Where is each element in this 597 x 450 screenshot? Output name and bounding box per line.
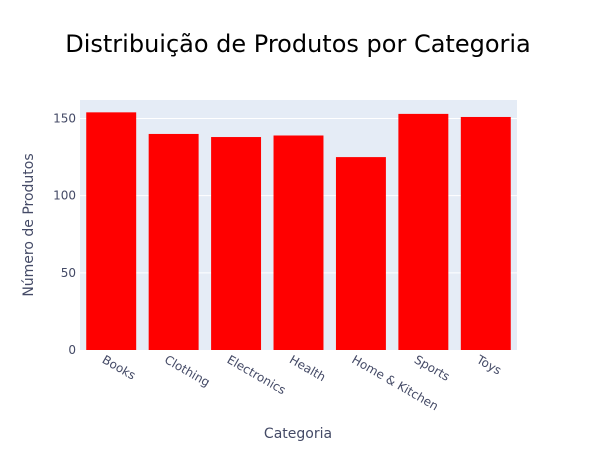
bars bbox=[86, 112, 511, 351]
bar-electronics[interactable] bbox=[211, 137, 262, 350]
bar-home-kitchen[interactable] bbox=[335, 157, 386, 350]
x-tick-label: Toys bbox=[473, 352, 503, 378]
x-tick-label: Books bbox=[100, 352, 138, 382]
bar-clothing[interactable] bbox=[148, 133, 199, 350]
bar-toys[interactable] bbox=[460, 116, 511, 350]
y-tick-label: 100 bbox=[53, 189, 76, 203]
x-tick-label: Health bbox=[287, 352, 328, 384]
chart-title: Distribuição de Produtos por Categoria bbox=[65, 30, 531, 58]
x-tick-label: Electronics bbox=[225, 352, 289, 397]
y-tick-label: 0 bbox=[68, 343, 76, 357]
y-tick-label: 50 bbox=[61, 266, 76, 280]
x-tick-label: Clothing bbox=[162, 352, 212, 389]
x-tick-label: Sports bbox=[412, 352, 452, 383]
bar-books[interactable] bbox=[86, 112, 137, 351]
x-axis-title: Categoria bbox=[264, 426, 332, 442]
y-tick-label: 150 bbox=[53, 112, 76, 126]
bar-health[interactable] bbox=[273, 135, 324, 350]
y-axis-ticks: 0 50 100 150 bbox=[53, 112, 76, 357]
y-axis-title: Número de Produtos bbox=[21, 153, 37, 296]
bar-sports[interactable] bbox=[398, 113, 449, 350]
